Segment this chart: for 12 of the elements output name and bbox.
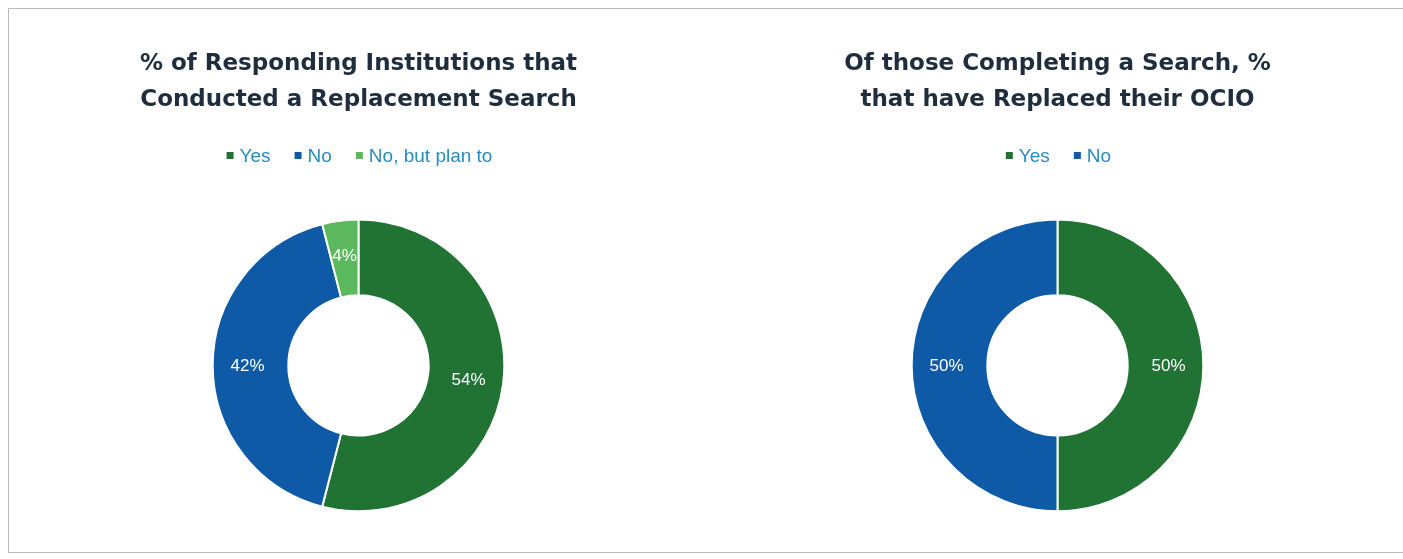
data-label: 42% xyxy=(230,355,265,375)
data-label: 54% xyxy=(451,369,486,389)
chart-title: % of Responding Institutions that Conducted a Replacement Search xyxy=(139,49,578,111)
legend-label: Yes xyxy=(1018,145,1050,166)
data-label: 50% xyxy=(929,355,964,375)
data-label: 50% xyxy=(1151,355,1186,375)
legend-label: No, but plan to xyxy=(368,145,493,166)
data-label: 4% xyxy=(332,245,357,265)
legend-label: Yes xyxy=(239,145,271,166)
legend-label: No xyxy=(1086,145,1112,166)
legend-label: No xyxy=(307,145,332,166)
chart-title: Of those Completing a Search, % that have Replaced their OCIO xyxy=(844,49,1271,111)
